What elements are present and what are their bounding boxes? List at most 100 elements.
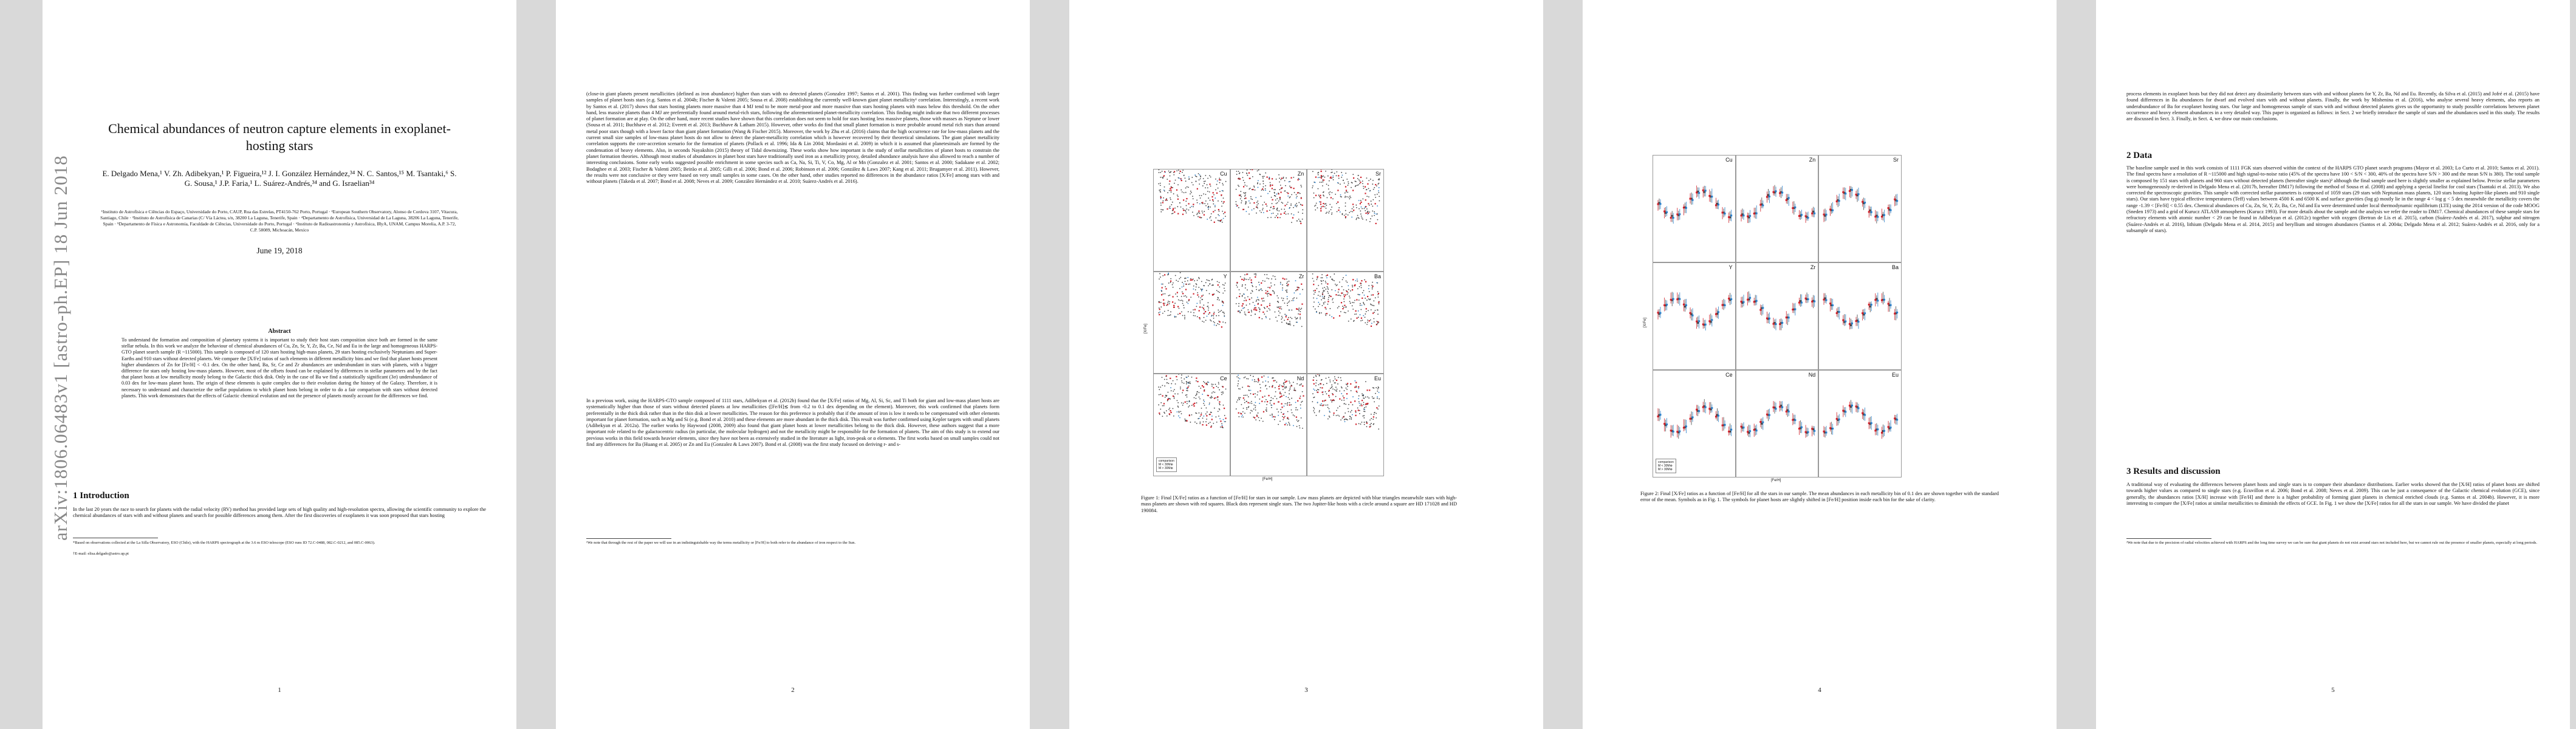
panel-label: Eu xyxy=(1374,375,1381,382)
page-1: arXiv:1806.06483v1 [astro-ph.EP] 18 Jun … xyxy=(43,0,516,729)
scatter-texture xyxy=(1235,272,1303,327)
scatter-texture xyxy=(1823,400,1899,439)
panel-cu: Cu xyxy=(1153,169,1230,272)
legend-entry: M < 30M⊕ xyxy=(1159,462,1173,467)
body-text: A traditional way of evaluating the diff… xyxy=(2126,482,2540,506)
body-text: (close-in giant planets present metallic… xyxy=(586,91,999,185)
page-2: (close-in giant planets present metallic… xyxy=(556,0,1030,729)
page-3: Cu Zn Sr Y Zr Ba Ce comparison M < 30M⊕ M > 30M⊕ N… xyxy=(1069,0,1543,729)
footnote: *Based on observations collected at the … xyxy=(73,541,375,545)
figure-2: Cu Zn Sr Y Zr Ba Ce comparison M < 30M⊕ M > 30M⊕ N… xyxy=(1640,155,1902,486)
abstract-heading: Abstract xyxy=(268,328,291,335)
panel-ba: Ba xyxy=(1818,262,1902,370)
panel-y: Y xyxy=(1653,262,1736,370)
body-text: In a previous work, using the HARPS-GTO … xyxy=(586,398,999,448)
panel-nd: Nd xyxy=(1735,370,1819,477)
x-axis-label: [Fe/H] xyxy=(1262,477,1273,481)
page-number: 5 xyxy=(2331,686,2335,694)
scatter-texture xyxy=(1235,169,1303,224)
y-axis-label: [X/Fe] xyxy=(1643,317,1648,327)
panel-sr: Sr xyxy=(1307,169,1384,272)
scatter-texture xyxy=(1312,273,1380,327)
panel-label: Ba xyxy=(1374,273,1381,279)
scatter-texture xyxy=(1158,374,1227,429)
legend-entry: comparison xyxy=(1159,459,1174,463)
x-axis-label: [Fe/H] xyxy=(1771,479,1781,482)
affiliations: ¹Instituto de Astrofísica e Ciências do … xyxy=(100,209,459,233)
panel-label: Sr xyxy=(1375,171,1381,177)
panel-label: Nd xyxy=(1297,375,1304,382)
page-number: 1 xyxy=(278,686,281,694)
legend-entry: M > 30M⊕ xyxy=(1159,466,1173,470)
page-5: process elements in exoplanet hosts but … xyxy=(2096,0,2570,729)
panel-ce: Ce comparison M < 30M⊕ M > 30M⊕ xyxy=(1153,374,1230,476)
y-axis-label: [X/Fe] xyxy=(1144,323,1148,334)
section-heading: 1 Introduction xyxy=(73,491,129,501)
panel-eu: Eu xyxy=(1307,374,1384,476)
plot-legend: comparison M < 30M⊕ M > 30M⊕ xyxy=(1656,459,1676,473)
panel-y: Y xyxy=(1153,271,1230,374)
paper-date: June 19, 2018 xyxy=(256,246,303,255)
panel-label: Y xyxy=(1223,273,1227,279)
paper-title: Chemical abundances of neutron capture e… xyxy=(108,121,451,153)
intro-text: In the last 20 years the race to search … xyxy=(73,507,486,519)
scatter-texture xyxy=(1158,272,1226,328)
panel-sr: Sr xyxy=(1818,155,1902,262)
plot-legend: comparison M < 30M⊕ M > 30M⊕ xyxy=(1156,457,1177,472)
footnote: ²We note that due to the precision of ra… xyxy=(2126,541,2537,545)
figure-caption: Figure 1: Final [X/Fe] ratios as a funct… xyxy=(1141,495,1457,513)
legend-entry: comparison xyxy=(1658,460,1674,464)
panel-label: Y xyxy=(1728,264,1733,270)
panel-ce: Ce comparison M < 30M⊕ M > 30M⊕ xyxy=(1653,370,1736,477)
scatter-texture xyxy=(1312,169,1380,225)
scatter-texture xyxy=(1823,292,1899,330)
body-text: The baseline sample used in this work co… xyxy=(2126,165,2540,233)
panel-label: Eu xyxy=(1891,372,1899,378)
panel-label: Cu xyxy=(1725,157,1733,163)
page-number: 4 xyxy=(1818,686,1821,694)
panel-label: Ba xyxy=(1891,264,1899,270)
panel-label: Zr xyxy=(1298,273,1304,279)
panel-label: Nd xyxy=(1808,372,1816,378)
scatter-texture xyxy=(1657,185,1733,224)
panel-label: Ce xyxy=(1220,375,1227,382)
figure-caption: Figure 2: Final [X/Fe] ratios as a funct… xyxy=(1640,491,1999,503)
footnote-rule xyxy=(586,538,671,539)
panel-label: Ce xyxy=(1725,372,1733,378)
panel-ba: Ba xyxy=(1307,271,1384,374)
panel-zn: Zn xyxy=(1735,155,1819,262)
page-4: Cu Zn Sr Y Zr Ba Ce comparison M < 30M⊕ M > 30M⊕ N… xyxy=(1583,0,2057,729)
figure-1: Cu Zn Sr Y Zr Ba Ce comparison M < 30M⊕ M > 30M⊕ N… xyxy=(1141,169,1384,485)
scatter-texture xyxy=(1740,291,1815,330)
scatter-texture xyxy=(1740,185,1815,224)
scatter-texture xyxy=(1823,186,1899,224)
arxiv-stamp: arXiv:1806.06483v1 [astro-ph.EP] 18 Jun … xyxy=(50,155,71,541)
panel-eu: Eu xyxy=(1818,370,1902,477)
author-list: E. Delgado Mena,¹ V. Zh. Adibekyan,¹ P. … xyxy=(102,169,457,188)
panel-cu: Cu xyxy=(1653,155,1736,262)
panel-label: Zn xyxy=(1297,171,1304,177)
legend-entry: M > 30M⊕ xyxy=(1658,468,1673,471)
scatter-texture xyxy=(1158,169,1227,223)
panel-zr: Zr xyxy=(1230,271,1307,374)
scatter-texture xyxy=(1312,374,1380,430)
footnote: ¹We note that through the rest of the pa… xyxy=(586,541,856,545)
panel-zn: Zn xyxy=(1230,169,1307,272)
scatter-texture xyxy=(1740,401,1815,438)
panel-label: Sr xyxy=(1893,157,1899,163)
page-number: 3 xyxy=(1304,686,1308,694)
panel-nd: Nd xyxy=(1230,374,1307,476)
panel-zr: Zr xyxy=(1735,262,1819,370)
section-heading: 3 Results and discussion xyxy=(2126,467,2221,476)
panel-label: Zn xyxy=(1809,157,1816,163)
scatter-texture xyxy=(1657,399,1733,439)
body-text: process elements in exoplanet hosts but … xyxy=(2126,91,2540,122)
footnote-rule xyxy=(2126,538,2211,539)
panel-label: Zr xyxy=(1810,264,1816,270)
panel-label: Cu xyxy=(1220,171,1227,177)
page-number: 2 xyxy=(791,686,795,694)
scatter-texture xyxy=(1235,375,1304,430)
legend-entry: M < 30M⊕ xyxy=(1658,464,1673,468)
footnote: †E-mail: elisa.delgado@astro.up.pt xyxy=(73,552,129,556)
scatter-texture xyxy=(1657,292,1733,331)
